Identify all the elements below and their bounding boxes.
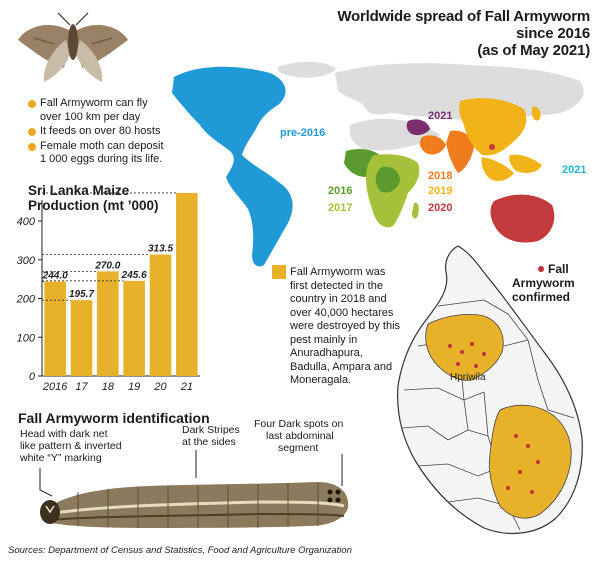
chart-title-line1: Sri Lanka Maize: [28, 183, 130, 198]
bar-value-label: 313.5: [148, 244, 173, 255]
fact-item: Female moth can deposit 1 000 eggs durin…: [28, 140, 164, 167]
info-color-swatch: [272, 265, 286, 279]
map-title-line1: Worldwide spread of Fall Armyworm since …: [337, 8, 590, 42]
sources-note: Sources: Department of Census and Statis…: [8, 545, 352, 556]
label-2021-asia: 2021: [428, 110, 452, 122]
sri-lanka-map: Hpriwila: [397, 245, 583, 535]
label-2021-oceania: 2021: [562, 164, 586, 176]
y-tick-label: 400: [17, 216, 36, 228]
x-tick-label: 2016: [42, 381, 68, 393]
y-tick-label: 300: [17, 255, 36, 267]
fact-list: Fall Armyworm can fly over 100 km per da…: [28, 97, 164, 168]
caterpillar-illustration: [40, 482, 349, 528]
bar-value-label: 245.6: [121, 270, 147, 281]
asia-region: [459, 98, 527, 156]
anuradhapura-region: [425, 314, 504, 381]
x-tick-label: 20: [153, 381, 167, 393]
info-line: first detected in the: [290, 279, 383, 292]
spots-note: Four Dark spots on last abdominal segmen…: [254, 418, 344, 454]
label-2017: 2017: [328, 202, 352, 214]
confirmed-dot-icon: [538, 266, 544, 272]
confirmed-legend: Fall Armyworm confirmed: [512, 262, 575, 304]
stripes-note: Dark Stripes at the sides: [182, 424, 240, 448]
chart-title-line2: Production (mt ’000): [28, 198, 159, 213]
info-line: Moneragala.: [290, 374, 352, 386]
head-note: Head with dark net like pattern & invert…: [20, 428, 122, 464]
bar-value-label: 244.0: [42, 270, 68, 281]
chart-title: Sri Lanka Maize Production (mt ’000): [28, 183, 159, 213]
label-2018: 2018: [428, 170, 452, 182]
bullet-icon: [28, 128, 36, 136]
bar-value-label: 195.7: [69, 289, 94, 300]
info-line: Anuradhapura,: [290, 347, 363, 359]
bar: [44, 281, 66, 376]
info-line: Fall Armyworm was: [290, 266, 386, 278]
map-title: Worldwide spread of Fall Armyworm since …: [300, 8, 590, 59]
x-tick-label: 19: [128, 381, 140, 393]
bar-value-label: 270.0: [94, 260, 120, 271]
y-tick-label: 200: [16, 294, 36, 306]
info-text: Fall Armyworm was first detected in the co…: [290, 266, 410, 388]
x-tick-label: 17: [75, 381, 88, 393]
x-tick-label: 18: [102, 381, 115, 393]
info-line: pest mainly in: [290, 333, 358, 346]
identification-title: Fall Armyworm identification: [18, 410, 210, 426]
info-line: over 40,000 hectares: [290, 306, 394, 319]
info-line: country in 2018 and: [290, 293, 387, 305]
maize-bar-chart: 0 100 200 300 400 244.0 2016 195.7 17 270.0 18 245.…: [16, 190, 200, 393]
info-line: Badulla, Ampara and: [290, 360, 393, 373]
x-tick-label: 21: [180, 381, 193, 393]
place-label: Hpriwila: [450, 372, 486, 383]
east-africa-region: [366, 154, 420, 228]
bullet-icon: [28, 142, 36, 151]
map-title-line2: (as of May 2021): [477, 42, 590, 59]
australia-region: [490, 194, 555, 243]
y-tick-label: 100: [17, 332, 36, 344]
label-2019: 2019: [428, 185, 452, 197]
label-pre2016: pre-2016: [280, 127, 325, 139]
label-2020: 2020: [428, 202, 452, 214]
americas-region: [172, 66, 293, 267]
bar: [123, 280, 145, 376]
bar: [70, 300, 93, 376]
fact-item: Fall Armyworm can fly over 100 km per da…: [28, 97, 164, 124]
bar-value-label: 472.4: [173, 190, 199, 193]
eastern-region: [489, 404, 572, 519]
bar: [176, 192, 198, 376]
bar: [97, 271, 119, 376]
y-tick-label: 0: [29, 371, 36, 383]
label-2016: 2016: [328, 185, 352, 197]
info-line: were destroyed by this: [290, 320, 401, 332]
bar: [149, 254, 172, 376]
moth-illustration: [18, 12, 128, 82]
fact-item: It feeds on over 80 hosts: [28, 125, 164, 139]
bullet-icon: [28, 100, 36, 108]
world-map: pre-2016 2021 2016 2017 2018 2019 2020 2…: [172, 61, 586, 267]
